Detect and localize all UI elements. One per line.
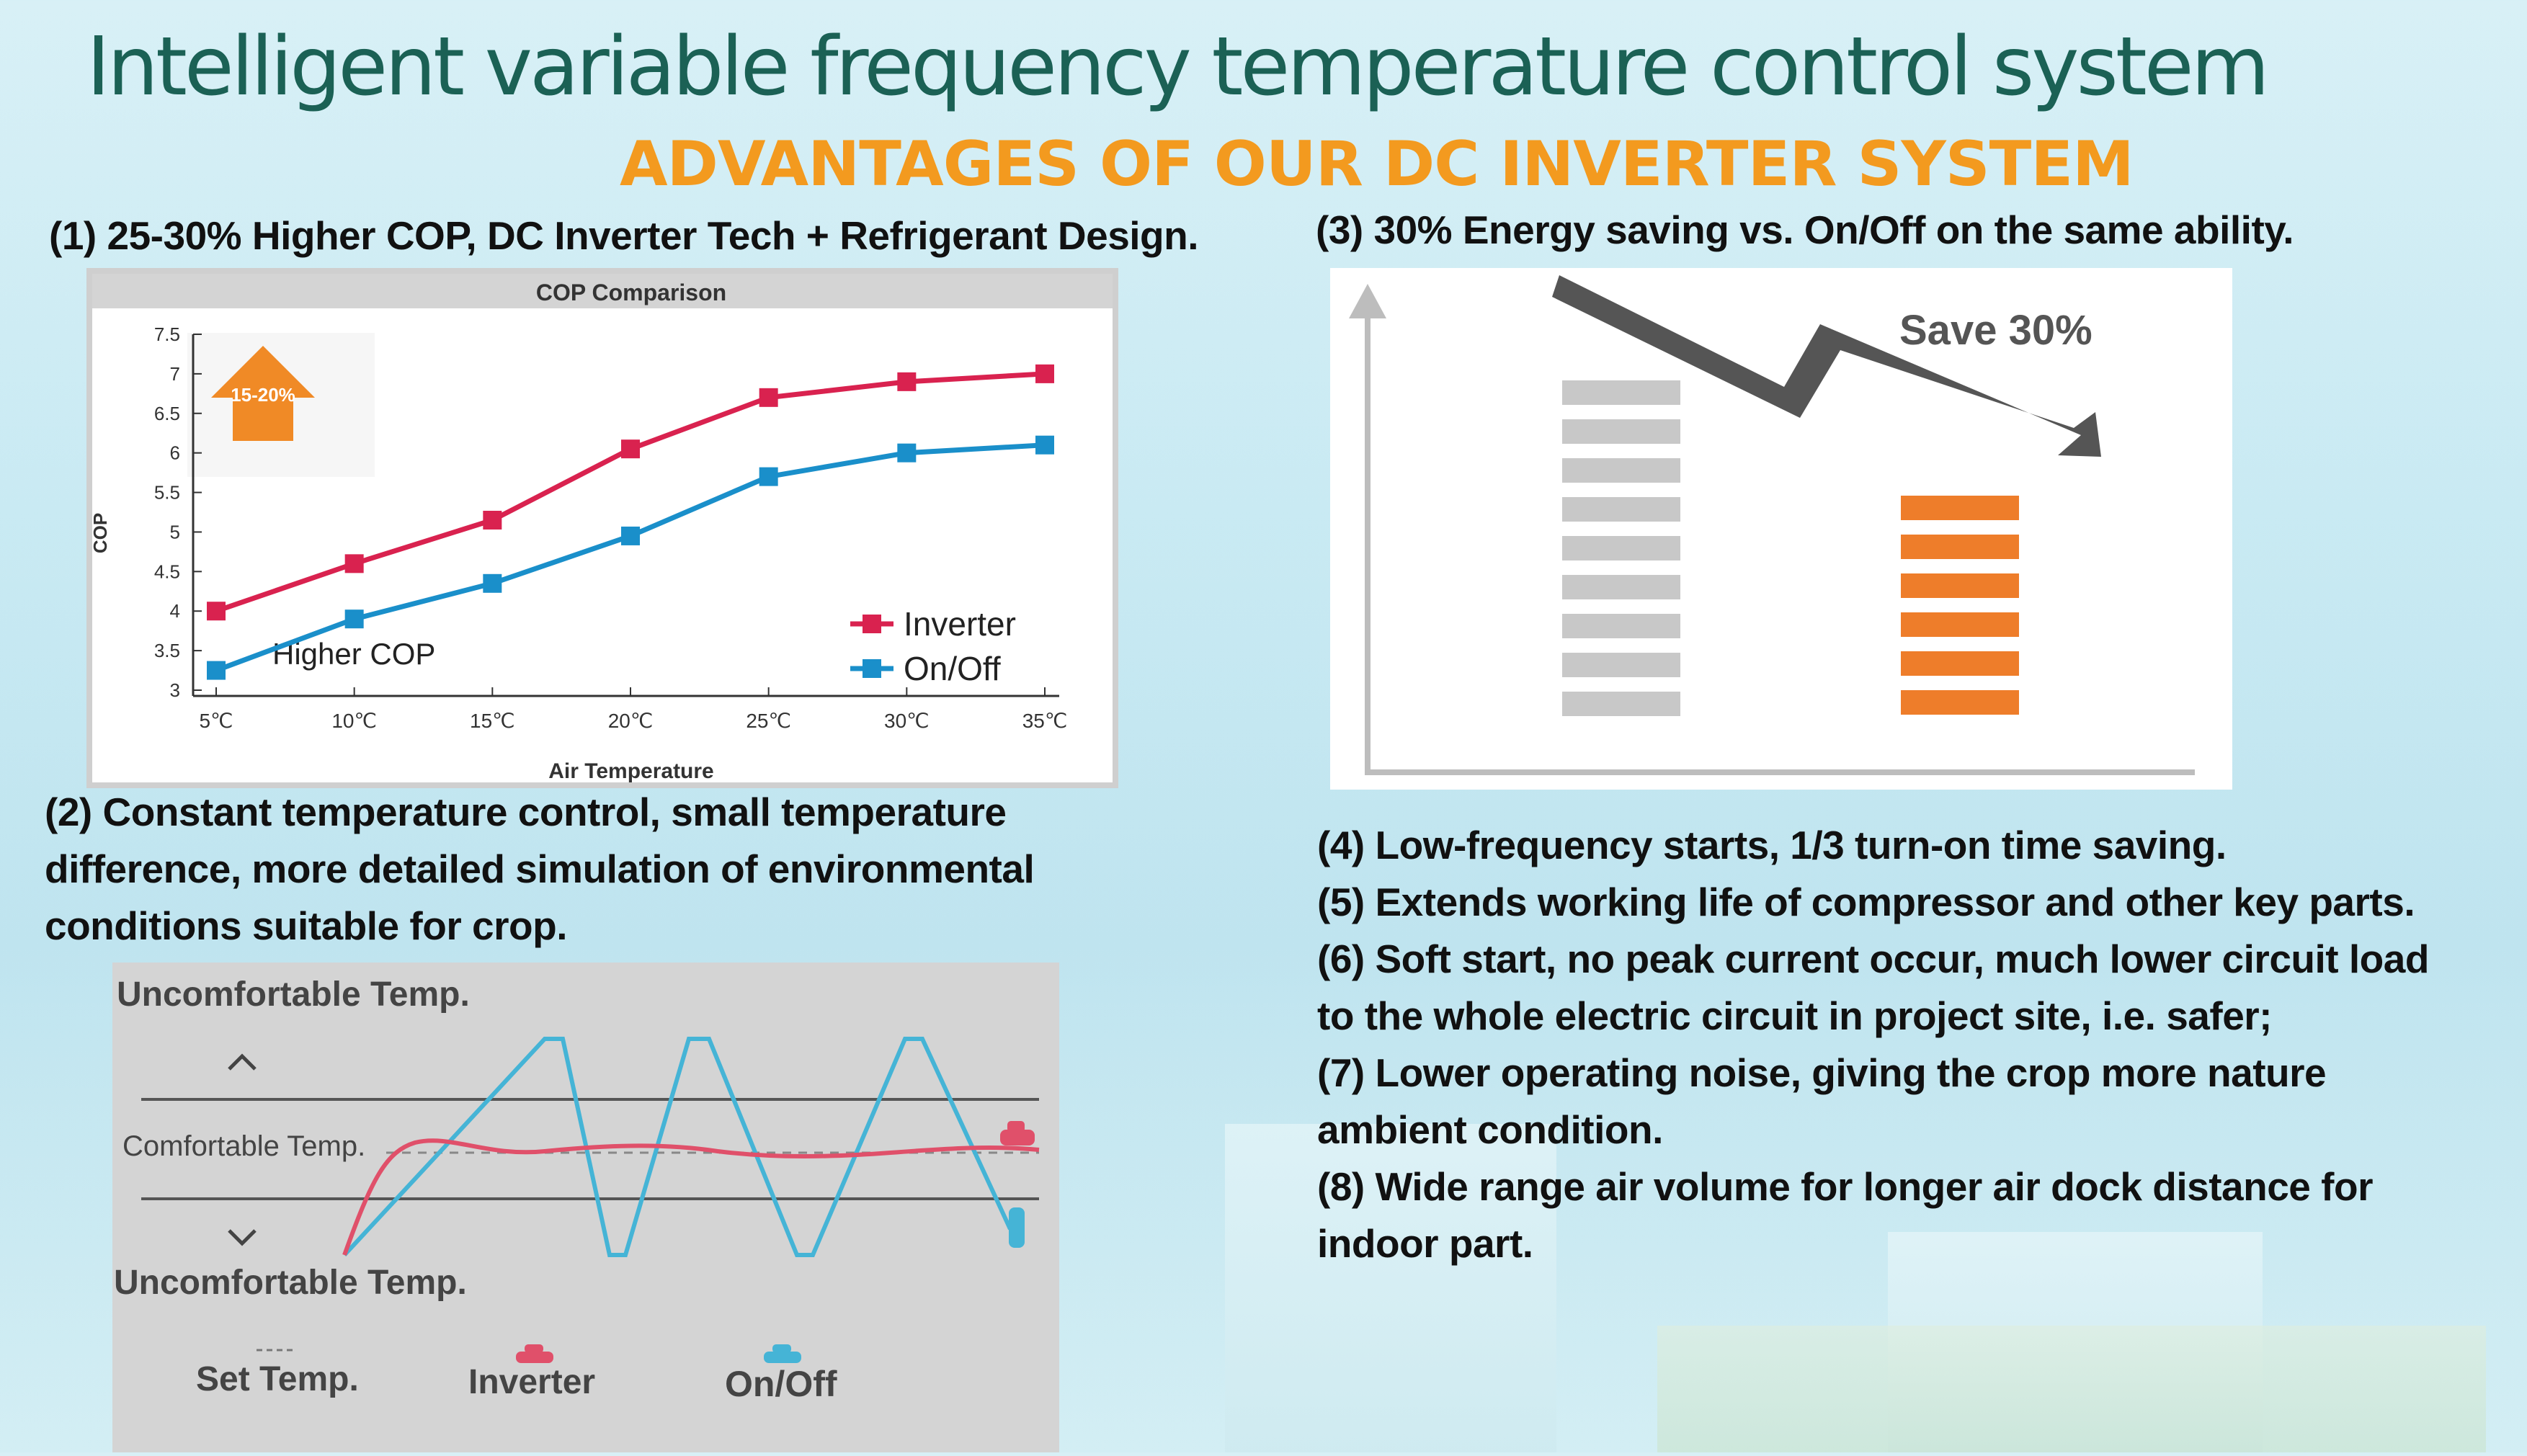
x-tick-label: 25℃ [746, 710, 791, 732]
data-point [897, 443, 917, 463]
inverter-energy-bar [1901, 612, 2019, 637]
legend-marker [863, 659, 881, 678]
on-off-energy-bar [1562, 575, 1680, 599]
y-tick-label: 6 [170, 442, 180, 464]
y-tick-label: 7.5 [154, 323, 180, 345]
cop-chart-panel: COP Comparison 15-20% Higher COP COP Air… [86, 268, 1118, 788]
data-point [759, 388, 778, 407]
y-tick-label: 3.5 [154, 640, 180, 661]
temperature-chart-panel: Uncomfortable Temp. Comfortable Temp. Un… [112, 963, 1059, 1452]
y-tick-label: 4.5 [154, 560, 180, 582]
background-panel [1225, 1124, 1556, 1452]
data-point [344, 609, 364, 629]
x-tick-label: 35℃ [1022, 710, 1068, 732]
energy-saving-chart: Save 30% [1349, 275, 2195, 775]
point-6-text: (6) Soft start, no peak current occur, m… [1317, 937, 2429, 1038]
on-off-car-icon [1009, 1207, 1025, 1248]
data-point [1035, 435, 1054, 455]
point-7-text: (7) Lower operating noise, giving the cr… [1317, 1050, 2327, 1152]
chevron-down-icon [228, 1229, 257, 1246]
data-point [759, 467, 778, 486]
y-tick-label: 7 [170, 363, 180, 385]
lower-uncomfortable-label: Uncomfortable Temp. [114, 1264, 467, 1302]
y-tick-label: 6.5 [154, 403, 180, 424]
legend-inverter: Inverter [468, 1363, 595, 1401]
comfortable-temp-label: Comfortable Temp. [122, 1130, 365, 1162]
legend-label: Inverter [904, 605, 1016, 643]
on-off-temperature-line [342, 1037, 1012, 1257]
data-point [483, 510, 502, 530]
inverter-energy-bar [1901, 651, 2019, 676]
page-title: Intelligent variable frequency temperatu… [86, 20, 2270, 114]
on-off-energy-bar [1562, 653, 1680, 677]
percent-up-arrow-icon: 15-20% [211, 346, 315, 441]
upper-uncomfortable-label: Uncomfortable Temp. [117, 975, 470, 1014]
energy-saving-chart-panel: Save 30% [1330, 268, 2232, 790]
on-off-legend-car-icon [764, 1344, 801, 1363]
legend-marker [863, 615, 881, 633]
on-off-energy-bar [1562, 419, 1680, 444]
data-point [621, 526, 640, 545]
on-off-energy-bar [1562, 536, 1680, 560]
legend-label: On/Off [904, 650, 1001, 687]
axis-arrow-up-icon [1349, 284, 1386, 318]
page-subtitle: ADVANTAGES OF OUR DC INVERTER SYSTEM [620, 128, 2134, 200]
x-tick-label: 15℃ [470, 710, 515, 732]
y-tick-label: 5.5 [154, 482, 180, 504]
x-tick-label: 5℃ [199, 710, 233, 732]
data-point [207, 602, 226, 621]
downward-trend-arrow-icon [1552, 275, 2101, 457]
on-off-energy-bar [1562, 614, 1680, 638]
legend-set-temp: Set Temp. [196, 1360, 359, 1398]
x-axis-label: Air Temperature [548, 759, 714, 783]
x-tick-label: 20℃ [608, 710, 654, 732]
inverter-temperature-line [342, 1138, 1040, 1256]
data-point [1035, 364, 1054, 383]
inverter-car-icon [1000, 1121, 1035, 1145]
cop-chart: COP Comparison 15-20% Higher COP COP Air… [86, 268, 1118, 788]
point-1-text: (1) 25-30% Higher COP, DC Inverter Tech … [49, 213, 1199, 258]
on-off-energy-bar [1562, 692, 1680, 716]
x-tick-label: 10℃ [331, 710, 377, 732]
data-point [897, 372, 917, 391]
data-point [621, 439, 640, 459]
background-panel [1657, 1326, 2486, 1452]
inverter-energy-bar [1901, 573, 2019, 598]
advantages-list: (4) Low-frequency starts, 1/3 turn-on ti… [1317, 817, 2441, 1272]
higher-cop-annotation: Higher COP [272, 637, 435, 671]
point-4-text: (4) Low-frequency starts, 1/3 turn-on ti… [1317, 823, 2227, 867]
on-off-energy-bar [1562, 497, 1680, 522]
on-off-energy-bar [1562, 458, 1680, 483]
point-3-text: (3) 30% Energy saving vs. On/Off on the … [1316, 207, 2294, 252]
x-tick-label: 30℃ [884, 710, 930, 732]
y-axis-label: COP [89, 513, 111, 553]
point-8-text: (8) Wide range air volume for longer air… [1317, 1164, 2374, 1266]
y-tick-label: 5 [170, 521, 180, 542]
data-point [207, 661, 226, 680]
legend-on-off: On/Off [725, 1364, 837, 1404]
inverter-energy-bar [1901, 535, 2019, 559]
chart-title: COP Comparison [536, 280, 726, 305]
save-label: Save 30% [1899, 307, 2093, 354]
chevron-up-icon [228, 1053, 257, 1071]
y-tick-label: 4 [170, 600, 180, 622]
on-off-energy-bar [1562, 380, 1680, 405]
inverter-energy-bar [1901, 690, 2019, 715]
inverter-legend-car-icon [516, 1344, 553, 1363]
point-2-text: (2) Constant temperature control, small … [45, 790, 1035, 948]
data-point [344, 554, 364, 573]
point-5-text: (5) Extends working life of compressor a… [1317, 880, 2415, 924]
chart-title-bar [92, 274, 1113, 308]
inverter-energy-bar [1901, 496, 2019, 520]
badge-label: 15-20% [231, 384, 295, 406]
chart-frame [86, 268, 1118, 788]
temperature-chart: Uncomfortable Temp. Comfortable Temp. Un… [114, 975, 1040, 1404]
data-point [483, 573, 502, 593]
y-tick-label: 3 [170, 679, 180, 701]
